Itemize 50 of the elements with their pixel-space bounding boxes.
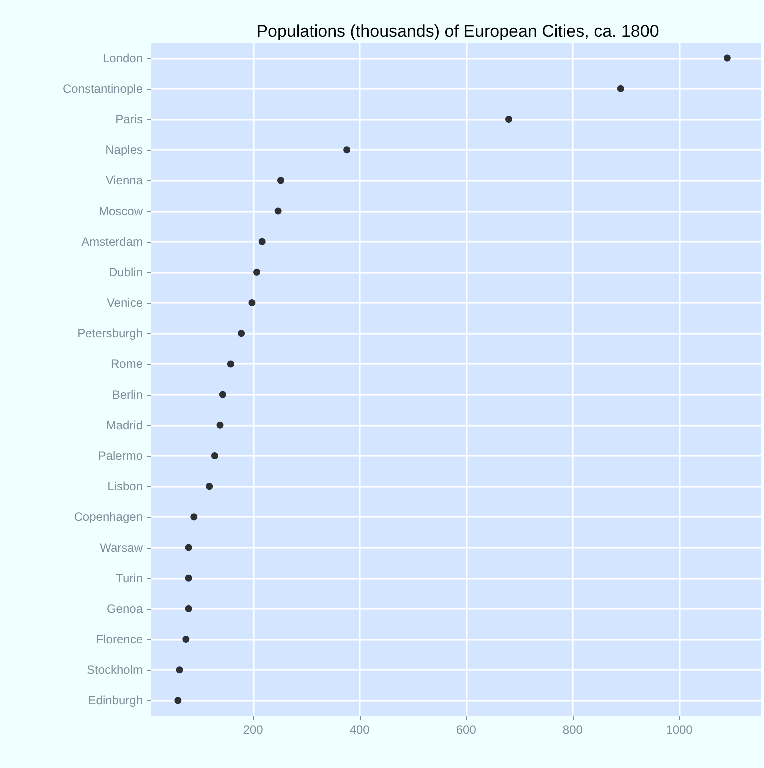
point <box>344 146 351 154</box>
point <box>724 54 731 62</box>
point <box>254 268 261 276</box>
chart-title: Populations (thousands) of European Cities, ca. 1800 <box>256 22 660 41</box>
y-tick-label: Stockholm <box>86 663 143 678</box>
point <box>190 514 198 521</box>
point <box>227 360 234 368</box>
y-tick-label: Florence <box>96 632 144 647</box>
y-tick-label: Petersburgh <box>78 326 143 341</box>
x-tick-label: 200 <box>243 723 264 737</box>
y-tick-label: Amsterdam <box>82 234 143 249</box>
y-tick-label: Rome <box>110 357 144 372</box>
y-tick-label: London <box>102 51 143 66</box>
x-tick-label: 600 <box>456 723 477 737</box>
y-tick-label: Berlin <box>112 388 143 402</box>
y-tick-label: Madrid <box>106 418 143 432</box>
point <box>274 208 282 215</box>
y-tick-label: Genoa <box>106 602 144 616</box>
y-tick-label: Copenhagen <box>74 510 143 524</box>
point <box>185 605 192 612</box>
point <box>506 116 513 123</box>
point <box>176 666 184 674</box>
y-tick-label: Constantinople <box>62 82 144 96</box>
point <box>258 238 266 246</box>
point <box>174 697 182 704</box>
point <box>182 636 190 644</box>
point <box>248 300 256 307</box>
y-tick-label: Palermo <box>98 448 144 463</box>
point <box>238 330 246 338</box>
y-tick-label: Warsaw <box>100 540 144 555</box>
point <box>617 85 624 92</box>
point <box>211 452 218 460</box>
y-tick-label: Lisbon <box>108 480 143 494</box>
y-tick-label: Naples <box>106 143 143 158</box>
y-tick-label: Edinburgh <box>88 694 143 708</box>
y-tick-label: Vienna <box>106 174 144 188</box>
point <box>278 177 284 184</box>
point <box>216 422 224 429</box>
point <box>185 574 192 582</box>
y-tick-label: Paris <box>116 112 143 126</box>
x-tick-label: 1000 <box>666 723 694 737</box>
y-tick-label: Venice <box>106 296 144 310</box>
y-tick-label: Dublin <box>108 265 143 280</box>
point <box>185 544 192 552</box>
point <box>206 483 214 490</box>
y-tick-label: Turin <box>116 571 143 586</box>
point <box>219 391 226 398</box>
x-tick-label: 800 <box>562 723 584 737</box>
x-tick-label: 400 <box>350 723 370 737</box>
y-tick-label: Moscow <box>98 204 144 218</box>
